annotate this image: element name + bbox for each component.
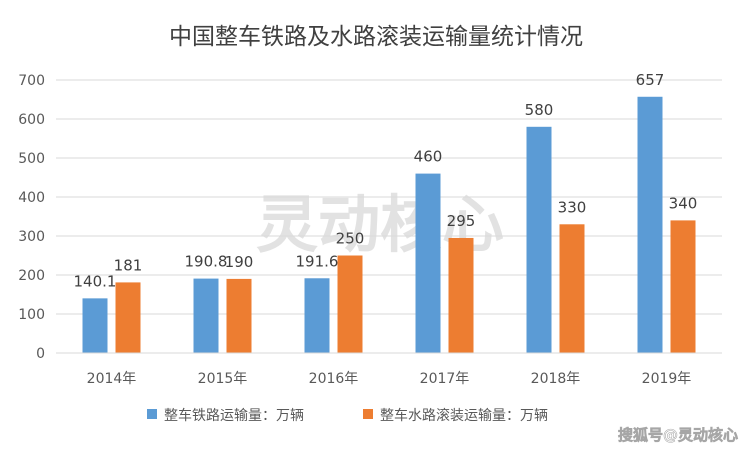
y-tick-label: 500 xyxy=(18,151,45,167)
x-axis-ticks: 2014年 2015年 2016年 2017年 2018年 2019年 xyxy=(87,371,692,387)
legend-swatch xyxy=(363,409,373,419)
data-label: 250 xyxy=(336,230,365,248)
x-tick-label: 2015年 xyxy=(198,371,248,387)
legend-label: 整车铁路运输量：万辆 xyxy=(164,407,304,424)
bar-series-1 xyxy=(82,298,108,353)
y-tick-label: 600 xyxy=(18,112,45,128)
x-tick-label: 2019年 xyxy=(642,371,692,387)
data-label: 190.8 xyxy=(185,253,228,271)
legend-label: 整车水路滚装运输量：万辆 xyxy=(380,407,548,424)
grid-lines xyxy=(56,79,722,315)
data-label: 140.1 xyxy=(74,272,117,290)
data-label: 330 xyxy=(558,198,587,216)
data-label: 657 xyxy=(636,71,665,89)
data-label: 580 xyxy=(525,101,554,119)
y-tick-label: 100 xyxy=(18,307,45,323)
bar-series-1 xyxy=(304,278,330,353)
footer-watermark: 搜狐号@灵动核心 xyxy=(618,426,738,444)
legend: 整车铁路运输量：万辆 整车水路滚装运输量：万辆 xyxy=(147,407,548,424)
y-tick-label: 300 xyxy=(18,229,45,245)
y-tick-label: 700 xyxy=(18,73,45,89)
legend-swatch xyxy=(147,409,157,419)
bar-series-1 xyxy=(526,126,552,353)
bar-series-1 xyxy=(193,278,219,353)
y-tick-label: 0 xyxy=(36,346,45,362)
bar-series-2 xyxy=(226,278,252,353)
data-label: 191.6 xyxy=(296,252,339,270)
bar-series-1 xyxy=(637,96,663,354)
chart-title: 中国整车铁路及水路滚装运输量统计情况 xyxy=(169,24,583,50)
data-label: 340 xyxy=(669,194,698,212)
x-tick-label: 2018年 xyxy=(531,371,581,387)
data-label: 181 xyxy=(114,256,143,274)
bars xyxy=(82,96,696,354)
bar-series-2 xyxy=(337,255,363,353)
data-label: 460 xyxy=(414,148,443,166)
bar-series-2 xyxy=(670,220,696,353)
x-tick-label: 2016年 xyxy=(309,371,359,387)
data-label: 190 xyxy=(225,253,254,271)
bar-series-2 xyxy=(448,237,474,353)
y-tick-label: 200 xyxy=(18,268,45,284)
bar-series-1 xyxy=(415,173,441,353)
data-label: 295 xyxy=(447,212,476,230)
bar-series-2 xyxy=(559,224,585,353)
x-tick-label: 2014年 xyxy=(87,371,137,387)
bar-series-2 xyxy=(115,282,141,353)
y-tick-label: 400 xyxy=(18,190,45,206)
y-axis-ticks: 0 100 200 300 400 500 600 700 xyxy=(18,73,45,362)
x-tick-label: 2017年 xyxy=(420,371,470,387)
